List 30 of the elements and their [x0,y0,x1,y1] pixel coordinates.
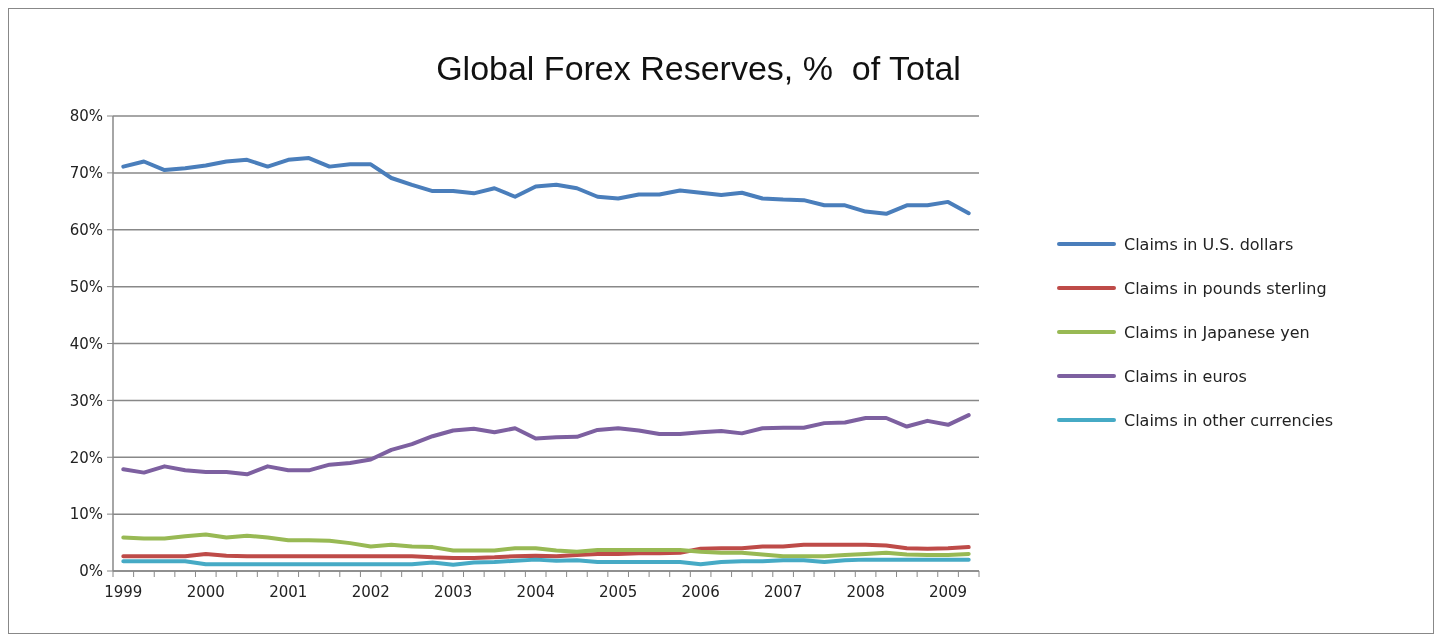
line-series [121,532,971,559]
x-tick-label: 1999 [104,583,143,601]
y-tick-label: 20% [69,448,103,467]
y-tick-label: 30% [69,391,103,410]
y-tick-label: 60% [69,221,103,239]
chart-title: Global Forex Reserves, % of Total [436,49,961,87]
x-tick-label: 2000 [186,583,225,601]
legend-label: Claims in Japanese yen [1124,322,1310,342]
x-tick-label: 2001 [269,583,308,601]
line-series [121,542,971,560]
y-tick-label: 70% [69,164,103,183]
legend-label: Claims in other currencies [1124,410,1334,430]
x-tick-label: 2006 [681,583,720,601]
x-tick-label: 2005 [599,583,638,601]
x-tick-label: 2002 [351,583,390,601]
legend-label: Claims in pounds sterling [1124,278,1327,298]
x-tick-label: 2009 [928,583,968,601]
x-tick-label: 2004 [516,583,555,601]
y-tick-label: 80% [69,107,103,126]
y-tick-label: 10% [69,505,103,524]
x-tick-label: 2007 [764,583,803,601]
y-tick-label: 40% [69,334,103,353]
line-series [121,156,971,216]
x-tick-label: 2003 [434,583,473,601]
y-tick-label: 0% [79,562,103,581]
legend-label: Claims in U.S. dollars [1124,234,1294,254]
line-series [121,413,971,477]
legend-label: Claims in euros [1124,366,1247,386]
y-tick-label: 50% [69,277,103,296]
x-tick-label: 2008 [846,583,885,601]
